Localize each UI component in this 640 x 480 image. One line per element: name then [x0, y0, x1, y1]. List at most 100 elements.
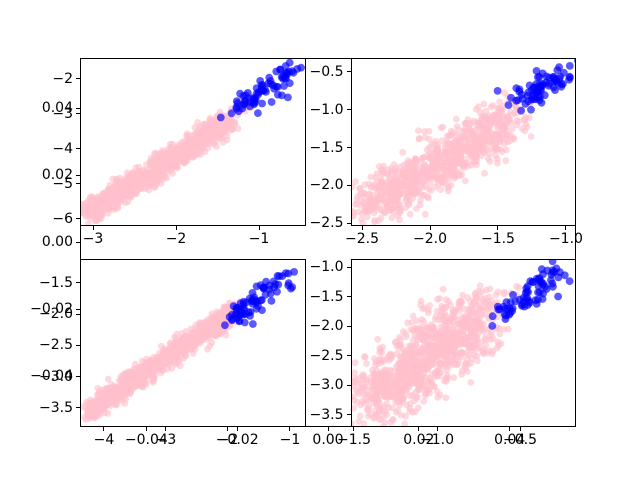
subplot-top-left-xtick — [258, 225, 260, 230]
subplot-top-right-points-canvas — [350, 57, 576, 226]
subplot-top-left-ytick — [76, 148, 80, 150]
subplot-top-right-pink-series — [350, 89, 535, 226]
subplot-top-left-blue-series — [216, 58, 305, 121]
outer-axes-xtick-label: −0.04 — [124, 432, 168, 449]
subplot-top-right-ytick — [346, 184, 351, 186]
outer-axes-ytick — [76, 308, 80, 310]
subplot-top-left-ytick-label: −5 — [52, 175, 73, 192]
subplot-top-left-xtick-label: −2 — [165, 230, 187, 247]
subplot-top-left-ytick — [76, 78, 80, 80]
outer-axes-ytick-label: 0.04 — [41, 100, 73, 117]
subplot-top-right-xtick-label: −1.5 — [480, 230, 515, 247]
subplot-top-right-xtick — [429, 225, 431, 230]
subplot-bottom-left-xtick-label: −3 — [155, 432, 177, 449]
outer-axes-ytick-label: 0.00 — [41, 234, 73, 251]
outer-axes-xtick-label: 0.02 — [403, 432, 435, 449]
subplot-top-left-ytick-label: −3 — [52, 105, 73, 122]
subplot-bottom-right-xtick — [353, 427, 355, 432]
subplot-bottom-right-ytick-label: −3.5 — [309, 406, 344, 423]
subplot-bottom-left-xtick-label: −2 — [217, 432, 239, 449]
subplot-bottom-right-ytick — [346, 325, 351, 327]
subplot-top-left-points-canvas — [80, 58, 305, 226]
subplot-bottom-left-points-canvas — [80, 268, 298, 424]
subplot-bottom-left-ytick-label: −2.5 — [39, 337, 73, 354]
subplot-bottom-right-ytick — [346, 414, 351, 416]
subplot-bottom-right-xtick-label: −1.5 — [336, 432, 371, 449]
subplot-bottom-left-ytick — [76, 376, 80, 378]
subplot-bottom-left-xtick — [289, 427, 291, 432]
subplot-bottom-left-pink-series — [80, 297, 247, 424]
subplot-bottom-left-ytick-label: −3.0 — [39, 368, 73, 385]
outer-axes-ytick — [76, 174, 80, 176]
outer-axes-xtick-label: 0.00 — [312, 432, 344, 449]
subplot-bottom-left-ytick — [76, 407, 80, 409]
subplot-bottom-left-xtick — [103, 427, 105, 432]
subplot-top-right-ytick-label: −1.5 — [309, 139, 344, 156]
subplot-top-left-ytick — [76, 183, 80, 185]
subplot-bottom-left-xtick — [227, 427, 229, 432]
subplot-top-right-ytick — [346, 109, 351, 111]
subplot-bottom-right-ytick-label: −1.0 — [309, 259, 344, 275]
subplot-top-right-ytick-label: −0.5 — [309, 63, 344, 80]
subplot-top-right-ytick-label: −1.0 — [309, 101, 344, 118]
subplot-bottom-left-xtick-label: −4 — [93, 432, 115, 449]
subplot-top-left-ytick-label: −6 — [52, 210, 73, 227]
subplot-top-right-ytick — [346, 222, 351, 224]
subplot-bottom-left-ytick — [76, 282, 80, 284]
subplot-bottom-left-blue-series — [221, 268, 298, 330]
subplot-top-left-xtick-label: −1 — [248, 230, 270, 247]
subplot-bottom-left-ytick — [76, 344, 80, 346]
subplot-top-left-xtick-label: −3 — [82, 230, 104, 247]
subplot-bottom-left-xtick — [165, 427, 167, 432]
subplot-top-right-xtick — [565, 225, 567, 230]
subplot-top-left-ytick — [76, 218, 80, 220]
subplot-top-left-ytick — [76, 113, 80, 115]
outer-axes-xtick — [418, 427, 420, 432]
outer-axes-xtick — [327, 427, 329, 432]
outer-axes-ytick — [76, 241, 80, 243]
subplot-top-right-xtick-label: −1.0 — [548, 230, 583, 247]
subplot-bottom-right-ytick — [346, 296, 351, 298]
subplot-top-right-ytick — [346, 147, 351, 149]
subplot-bottom-right-ytick-label: −2.5 — [309, 347, 344, 364]
outer-axes-xtick-label: −0.02 — [215, 432, 259, 449]
subplot-bottom-right-ytick-label: −1.5 — [309, 288, 344, 305]
outer-axes-xtick-label: 0.04 — [494, 432, 526, 449]
subplot-top-left-xtick — [92, 225, 94, 230]
subplot-bottom-right-xtick-label: −1.0 — [420, 432, 454, 449]
subplot-top-right-xtick — [361, 225, 363, 230]
subplot-bottom-left-ytick — [76, 313, 80, 315]
subplot-bottom-left-ytick-label: −2.0 — [39, 306, 73, 323]
subplot-bottom-right-xtick-label: −0.5 — [503, 432, 538, 449]
subplot-bottom-right-xtick — [436, 427, 438, 432]
outer-axes-xtick — [509, 427, 511, 432]
subplot-bottom-right-ytick — [346, 355, 351, 357]
subplot-bottom-right-xtick — [519, 427, 521, 432]
subplot-bottom-right-pink-series — [350, 282, 522, 428]
subplot-bottom-right-ytick-label: −2.0 — [309, 318, 344, 335]
subplot-top-left-ytick-label: −4 — [52, 140, 73, 157]
subplot-top-right-ytick-label: −2.0 — [309, 177, 344, 194]
subplot-top-right-xtick — [497, 225, 499, 230]
subplot-top-right-ytick — [346, 71, 351, 73]
outer-axes-ytick-label: −0.04 — [30, 368, 73, 385]
subplot-top-left-xtick — [175, 225, 177, 230]
subplot-bottom-left-ytick-label: −3.5 — [39, 399, 73, 416]
subplot-top-right-xtick-label: −2.0 — [413, 230, 448, 247]
subplot-bottom-right-blue-series — [487, 259, 573, 330]
outer-axes-xtick — [236, 427, 238, 432]
outer-axes-xtick — [145, 427, 147, 432]
subplot-top-left-ytick-label: −2 — [52, 70, 73, 87]
subplot-bottom-right-ytick-label: −3.0 — [309, 377, 344, 394]
subplot-bottom-left-xtick-label: −1 — [279, 432, 301, 449]
subplot-top-right-ytick-label: −2.5 — [309, 215, 344, 232]
outer-axes-ytick — [76, 107, 80, 109]
subplot-bottom-right-points-canvas — [350, 259, 573, 428]
outer-axes-ytick-label: −0.02 — [30, 301, 73, 318]
subplot-bottom-right-ytick — [346, 266, 351, 268]
subplot-bottom-left-ytick-label: −1.5 — [39, 274, 73, 291]
outer-axes-ytick-label: 0.02 — [41, 167, 73, 184]
subplot-top-right-xtick-label: −2.5 — [345, 230, 380, 247]
subplot-top-right-blue-series — [493, 57, 576, 115]
